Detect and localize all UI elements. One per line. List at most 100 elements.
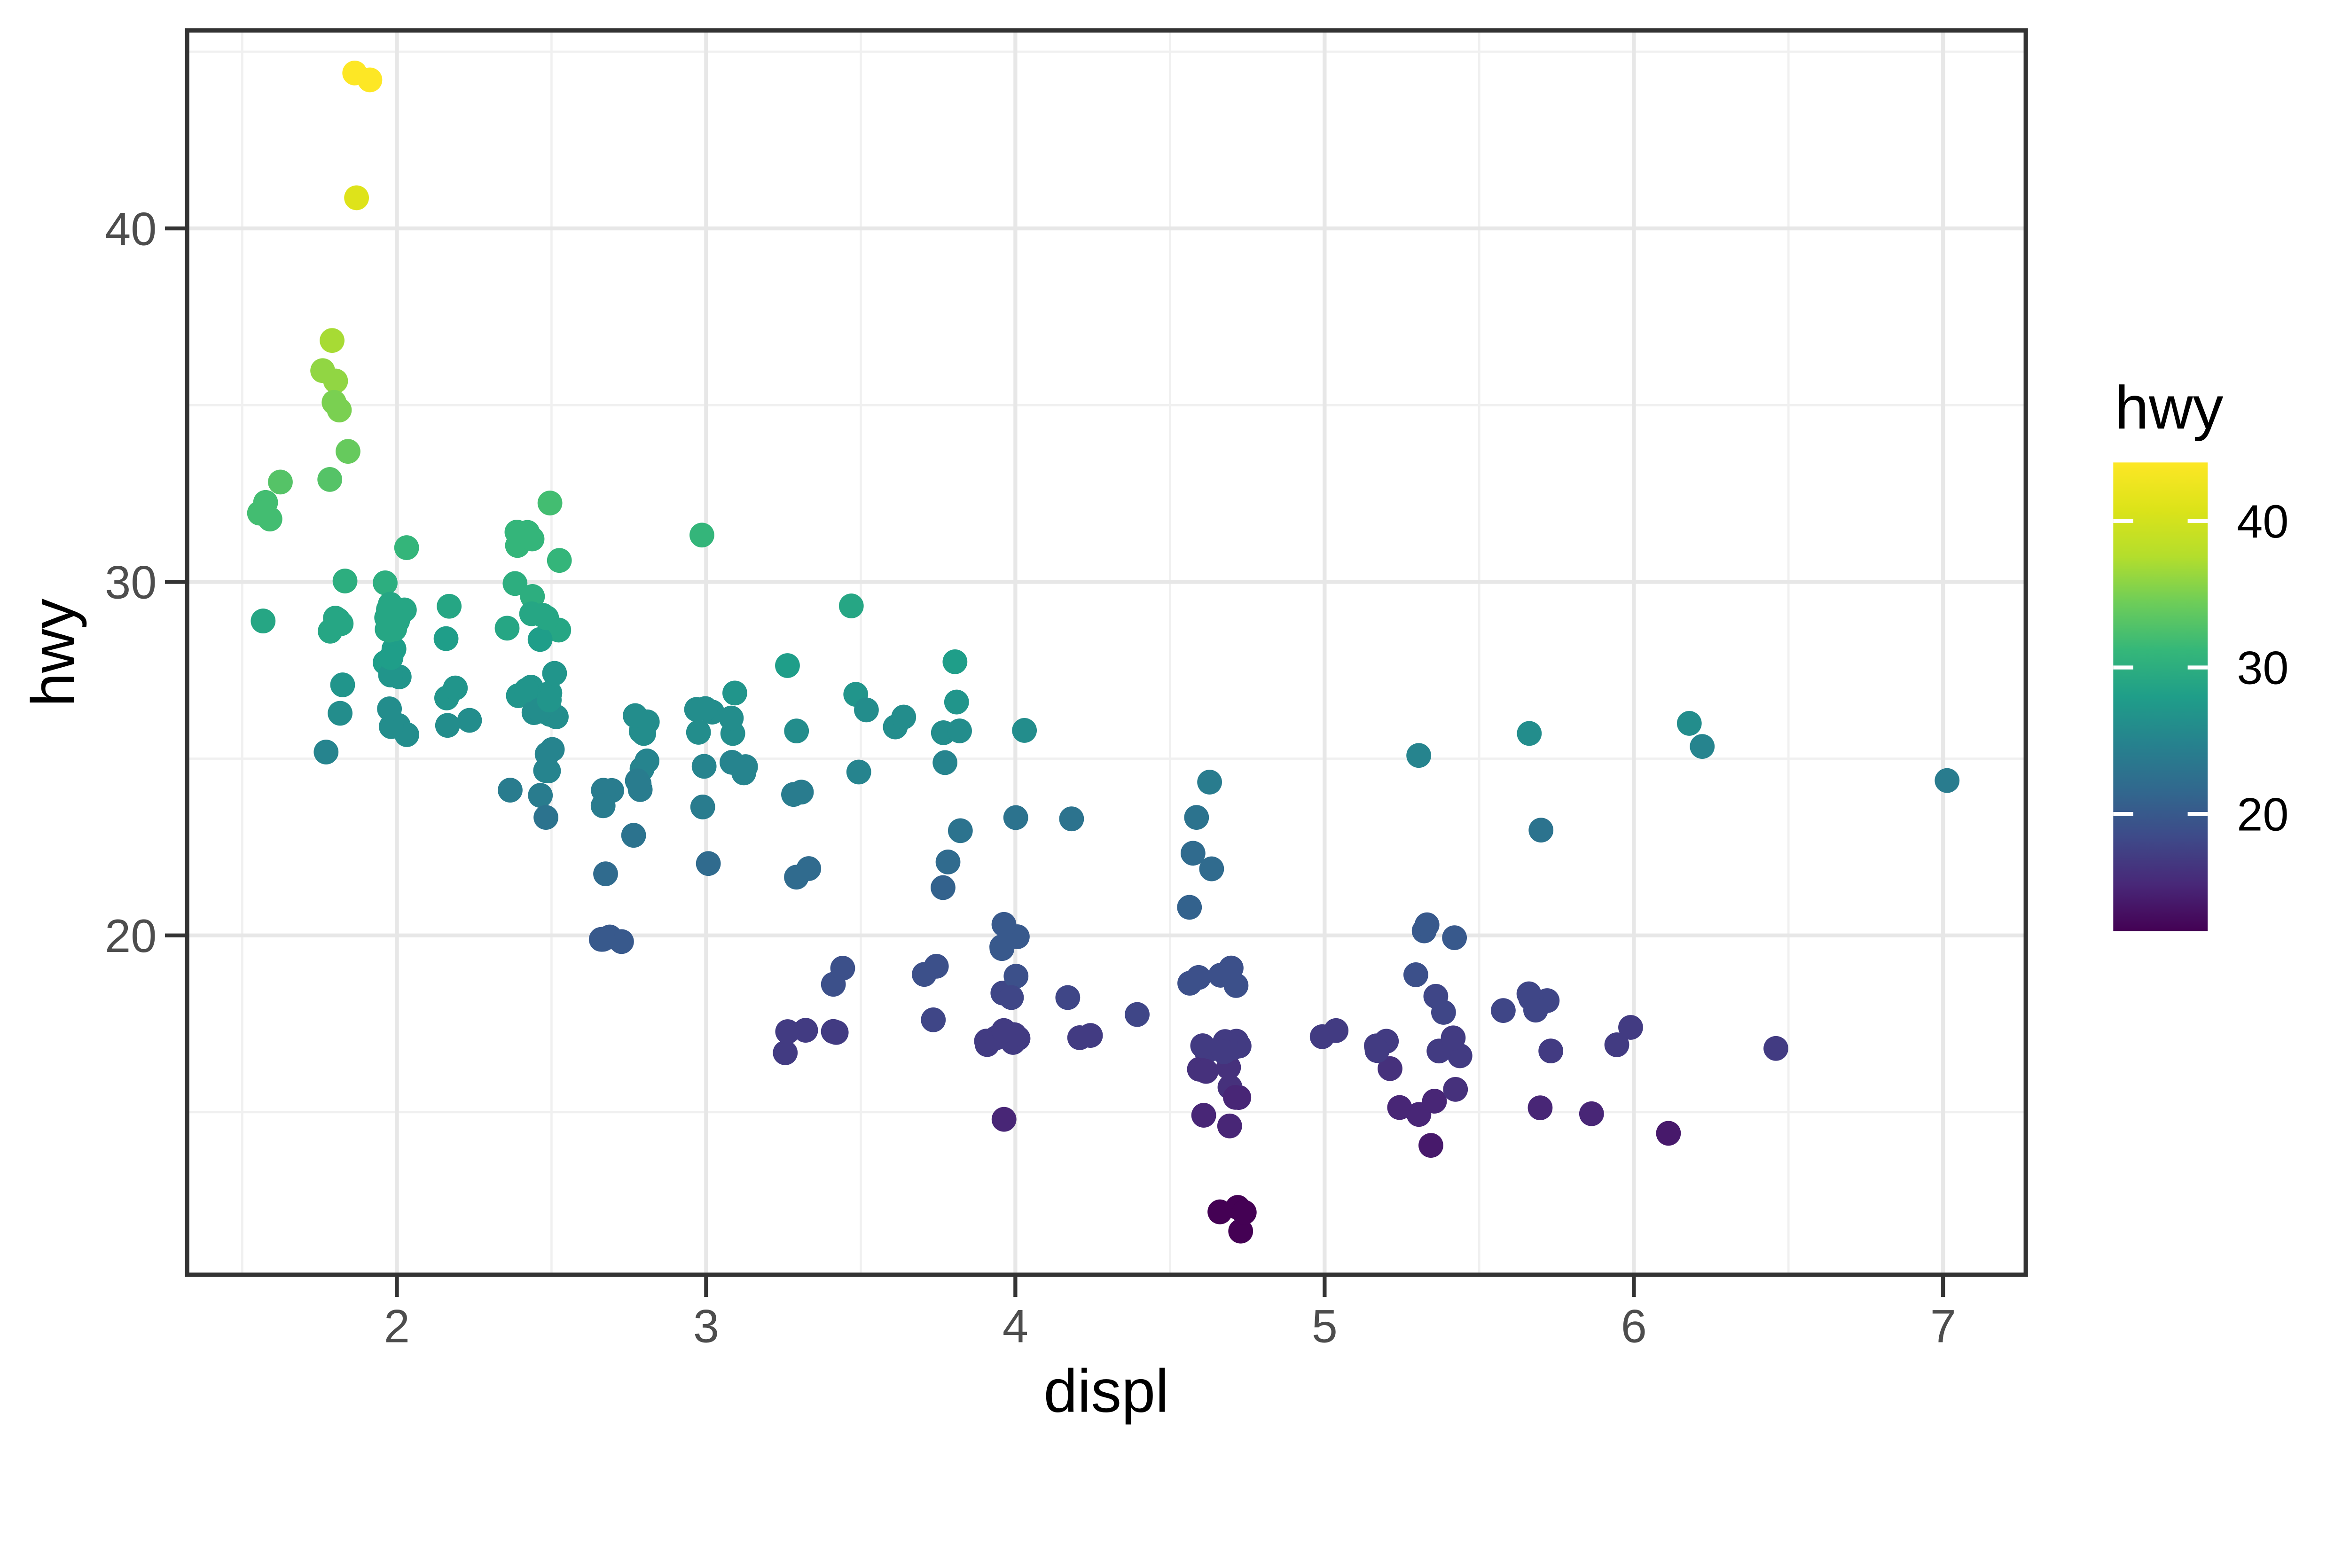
data-point	[1125, 1002, 1150, 1027]
data-point	[547, 548, 572, 573]
data-point	[336, 439, 360, 464]
data-point	[1935, 768, 1960, 793]
data-point	[1517, 721, 1542, 746]
data-point	[784, 718, 809, 744]
data-point	[313, 740, 339, 764]
data-point	[1207, 1199, 1232, 1225]
data-point	[793, 1018, 818, 1043]
data-point	[846, 759, 871, 785]
data-point	[1180, 841, 1206, 866]
data-point	[379, 714, 404, 739]
data-point	[502, 571, 528, 596]
data-point	[775, 653, 800, 678]
data-point	[1055, 985, 1081, 1010]
data-point	[1528, 1095, 1553, 1120]
data-point	[1443, 1077, 1468, 1102]
legend-tick-mark	[2113, 519, 2133, 523]
data-point	[932, 750, 958, 775]
data-point	[310, 358, 335, 383]
data-point	[947, 718, 972, 743]
data-point	[838, 593, 864, 618]
data-point	[1763, 1036, 1788, 1061]
data-point	[944, 689, 969, 715]
data-point	[1604, 1032, 1629, 1057]
data-point	[627, 771, 652, 796]
x-axis-title: displ	[1043, 1357, 1169, 1425]
data-point	[433, 626, 459, 651]
data-point	[621, 823, 646, 848]
data-point	[684, 697, 709, 722]
data-point	[1491, 998, 1516, 1023]
data-point	[1431, 1000, 1456, 1025]
data-point	[773, 1040, 798, 1065]
data-point	[321, 390, 347, 415]
data-point	[534, 605, 559, 631]
data-point	[528, 783, 553, 808]
chart-canvas: 2 3 4 5 6 7 20 30 40 displ hwy hwy 40 30 20	[19, 28, 2289, 1425]
data-point	[1418, 1133, 1443, 1158]
data-point	[1177, 971, 1202, 996]
data-point	[590, 793, 616, 819]
axis-tick-marks	[164, 226, 1945, 1297]
y-tick-label: 20	[105, 910, 157, 962]
data-points-layer	[247, 60, 1960, 1244]
data-point	[830, 956, 855, 981]
data-point	[373, 570, 398, 595]
data-point	[924, 953, 949, 979]
data-point	[533, 805, 558, 830]
y-tick-label: 40	[105, 203, 157, 255]
data-point	[722, 680, 747, 706]
data-point	[357, 67, 383, 93]
legend-title: hwy	[2115, 374, 2224, 442]
data-point	[1003, 964, 1029, 989]
data-point	[1193, 1059, 1219, 1084]
data-point	[991, 912, 1017, 937]
data-point	[991, 1018, 1017, 1043]
data-point	[609, 929, 634, 954]
legend-tick-mark	[2187, 812, 2208, 816]
data-point	[1364, 1038, 1390, 1063]
data-point	[1012, 718, 1037, 743]
data-point	[942, 649, 968, 674]
data-point	[494, 616, 520, 641]
data-point	[514, 678, 539, 702]
data-point	[1217, 1113, 1242, 1139]
data-point	[784, 865, 809, 890]
data-point	[1191, 1103, 1216, 1128]
data-point	[1190, 1033, 1215, 1058]
legend-tick-label: 40	[2237, 495, 2288, 547]
data-point	[1523, 998, 1548, 1023]
data-point	[320, 328, 345, 353]
data-point	[437, 593, 462, 619]
data-point	[891, 704, 916, 730]
data-point	[989, 934, 1014, 960]
x-tick-label: 7	[1930, 1300, 1956, 1352]
data-point	[332, 569, 358, 593]
data-point	[991, 1107, 1017, 1132]
data-point	[1618, 1015, 1643, 1040]
data-point	[1387, 1095, 1412, 1120]
data-point	[690, 795, 715, 819]
data-point	[1228, 1218, 1253, 1244]
data-point	[1199, 856, 1224, 882]
data-point	[344, 185, 369, 211]
data-point	[686, 720, 711, 745]
data-point	[1231, 1200, 1257, 1225]
data-point	[542, 661, 567, 686]
data-point	[1656, 1121, 1681, 1146]
x-tick-label: 4	[1003, 1300, 1028, 1352]
data-point	[1528, 818, 1554, 843]
x-tick-label: 3	[693, 1300, 719, 1352]
panel-border	[185, 28, 2028, 1277]
data-point	[1378, 1056, 1402, 1081]
legend-colorbar	[2113, 462, 2208, 931]
y-axis-title: hwy	[19, 598, 87, 707]
x-tick-label: 6	[1621, 1300, 1647, 1352]
data-point	[931, 875, 956, 900]
data-point	[1003, 805, 1028, 830]
data-point	[731, 760, 756, 786]
data-point	[527, 627, 553, 652]
data-point	[1177, 895, 1202, 920]
major-gridlines	[187, 30, 2026, 1275]
x-tick-label: 2	[384, 1300, 410, 1352]
